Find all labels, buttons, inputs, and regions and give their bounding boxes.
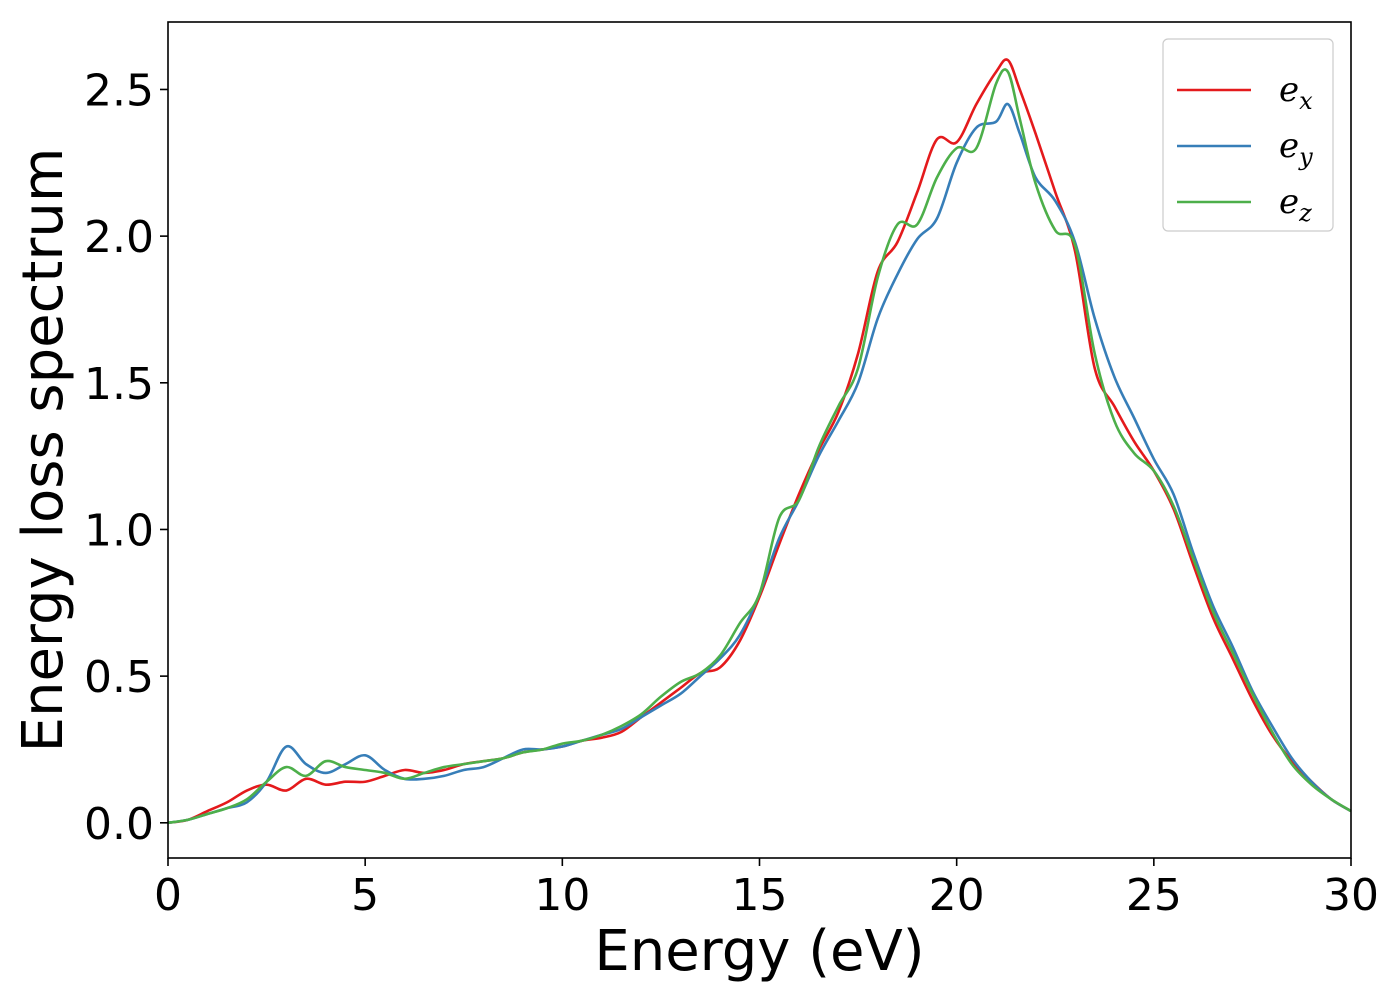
series-layer [167,58,1352,825]
x-tick-label: 10 [534,870,590,921]
legend-box [1162,38,1334,232]
y-axis: 0.0 0.5 1.0 1.5 2.0 2.5 [84,65,168,850]
series-line-e_z [167,68,1352,825]
x-tick-label: 15 [732,870,788,921]
series-line-e_x [167,58,1352,825]
y-tick-label: 2.5 [84,65,154,116]
x-tick-label: 0 [154,870,182,921]
y-axis-title: Energy loss spectrum [11,148,76,753]
series-line-e_y [167,102,1352,825]
x-tick-label: 20 [929,870,985,921]
y-tick-label: 1.5 [84,359,154,410]
y-tick-label: 0.0 [84,799,154,850]
x-tick-label: 5 [351,870,379,921]
x-tick-label: 30 [1323,870,1379,921]
y-tick-label: 0.5 [84,652,154,703]
x-axis: 0 5 10 15 20 25 30 [154,858,1379,921]
y-tick-label: 1.0 [84,505,154,556]
y-tick-label: 2.0 [84,212,154,263]
x-tick-label: 25 [1126,870,1182,921]
x-axis-title: Energy (eV) [594,919,924,984]
